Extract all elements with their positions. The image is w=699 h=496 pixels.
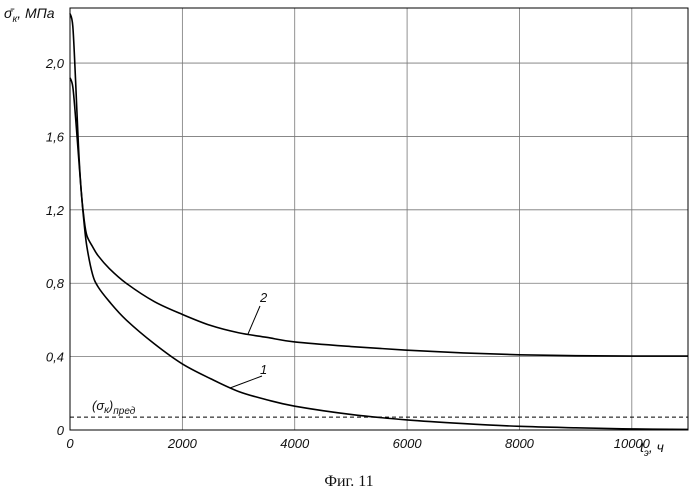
y-tick-label: 0 xyxy=(57,423,65,438)
grid xyxy=(70,8,688,430)
series-line-1 xyxy=(70,78,688,430)
x-axis-label: tэ, ч xyxy=(640,439,664,459)
curve-1-callout xyxy=(230,376,262,388)
reference-label-sub-pred: пред xyxy=(113,406,136,417)
curve-1-label: 1 xyxy=(260,362,267,377)
y-tick-label: 2,0 xyxy=(45,56,65,71)
x-tick-label: 0 xyxy=(66,436,74,451)
y-tick-label: 0,8 xyxy=(46,276,65,291)
x-tick-label: 2000 xyxy=(167,436,198,451)
x-tick-label: 8000 xyxy=(505,436,535,451)
y-tick-label: 1,6 xyxy=(46,129,65,144)
series-layer xyxy=(70,14,688,430)
y-axis-label: σ̄к, МПа xyxy=(4,5,55,25)
y-tick-label: 1,2 xyxy=(46,203,65,218)
x-tick-label: 6000 xyxy=(393,436,423,451)
curve-2-callout xyxy=(248,306,260,334)
plot-frame xyxy=(70,8,688,430)
tick-labels: 020004000600080001000000,40,81,21,62,0 xyxy=(45,56,651,451)
y-tick-label: 0,4 xyxy=(46,350,64,365)
figure-caption: Фиг. 11 xyxy=(324,473,373,490)
x-tick-label: 4000 xyxy=(280,436,310,451)
reference-line-label: (σк)пред xyxy=(92,398,136,417)
x-axis-label-unit: , ч xyxy=(649,439,664,455)
series-line-2 xyxy=(70,14,688,357)
y-axis-label-unit: , МПа xyxy=(17,5,55,21)
curve-2-label: 2 xyxy=(259,290,268,305)
